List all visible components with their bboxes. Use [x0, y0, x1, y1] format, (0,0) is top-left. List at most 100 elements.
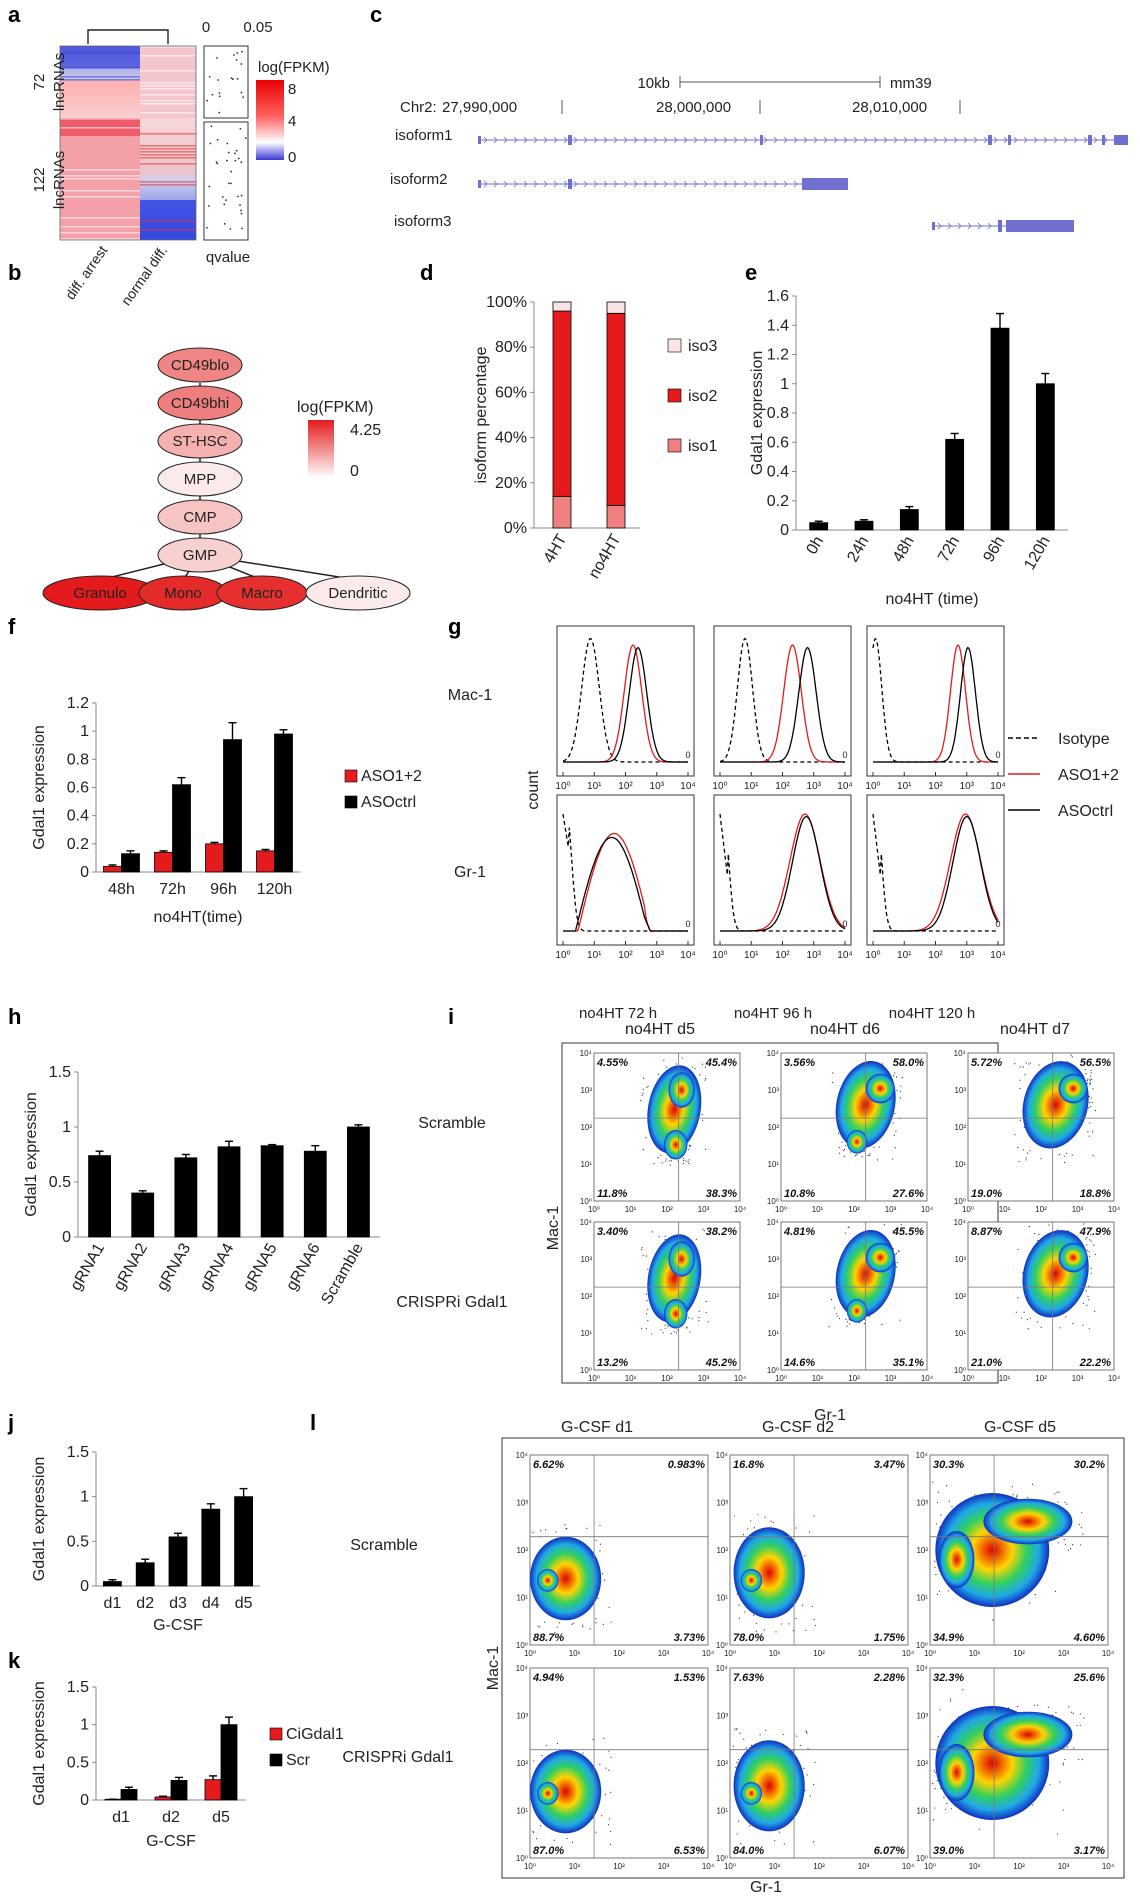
event-dot	[732, 1745, 735, 1747]
event-dot	[775, 1631, 777, 1633]
x-tick-label: 10²	[1035, 1374, 1047, 1383]
x-tick-label: 10¹	[744, 781, 759, 792]
dendrogram	[87, 29, 169, 44]
event-dot	[1038, 1064, 1040, 1066]
x-axis-label: no4HT (time)	[885, 591, 978, 608]
zero-label: 0	[995, 750, 1000, 760]
event-dot	[1048, 1224, 1050, 1226]
event-dot	[735, 1729, 737, 1731]
panel-label-b: b	[8, 260, 21, 285]
event-dot	[1081, 1758, 1083, 1761]
x-tick-label: d3	[169, 1595, 187, 1612]
node-st-hsc: ST-HSC	[157, 423, 243, 459]
event-dot	[564, 1524, 566, 1526]
y-tick-label: 0.6	[767, 434, 789, 451]
heatmap-stripe	[140, 103, 196, 105]
x-tick-label: 10³	[960, 950, 975, 961]
event-dot	[1094, 1253, 1096, 1256]
event-dot	[553, 1839, 555, 1841]
strand-chevron	[703, 136, 708, 144]
node-shape	[157, 423, 243, 459]
strand-chevron	[763, 180, 768, 188]
strand-chevron	[943, 136, 948, 144]
density-blob	[664, 1129, 688, 1160]
event-dot	[863, 1323, 865, 1325]
x-tick-label: 10³	[807, 781, 822, 792]
event-dot	[1029, 1317, 1031, 1319]
event-dot	[814, 1624, 816, 1627]
y-tick-label: 10⁰	[767, 1197, 779, 1206]
event-dot	[896, 1266, 898, 1268]
event-dot	[1033, 1232, 1036, 1235]
event-dot	[876, 1159, 879, 1161]
qvalue-dot	[207, 205, 210, 207]
event-dot	[765, 1729, 767, 1732]
row-name-top: lncRNAs	[51, 53, 68, 111]
density-blob	[865, 1242, 895, 1273]
event-dot	[1025, 1062, 1027, 1064]
node-label: Mono	[164, 585, 202, 602]
event-dot	[642, 1254, 644, 1256]
event-dot	[683, 1162, 685, 1164]
bar	[223, 739, 242, 873]
chromosome-label: Chr2:	[400, 99, 437, 116]
event-dot	[704, 1079, 706, 1081]
strand-chevron	[523, 136, 528, 144]
y-tick-label: 10³	[916, 1499, 928, 1508]
x-axis-label: Gr-1	[814, 1407, 846, 1424]
strand-chevron	[573, 180, 578, 188]
x-tick-label: 10⁴	[1102, 1649, 1115, 1658]
event-dot	[947, 1590, 949, 1592]
y-axis-label: Gdal1 expression	[31, 1681, 48, 1806]
y-tick-label: 10⁰	[916, 1854, 928, 1863]
quadrant-ur: 3.47%	[874, 1459, 905, 1471]
qvalue-axis-label: qvalue	[206, 249, 250, 266]
histogram-frame	[866, 794, 1005, 946]
event-dot	[665, 1158, 667, 1160]
event-dot	[848, 1318, 850, 1321]
qvalue-dot	[217, 79, 220, 81]
y-tick-label: 100%	[486, 294, 527, 311]
event-dot	[1081, 1511, 1083, 1514]
x-tick-label: 10³	[698, 1205, 710, 1214]
qvalue-dot	[206, 226, 208, 229]
y-tick-label: 10³	[954, 1255, 966, 1264]
y-tick-label: 10⁰	[716, 1854, 728, 1863]
heatmap-stripe	[140, 94, 196, 96]
qvalue-dot	[230, 170, 233, 173]
strand-chevron	[653, 136, 658, 144]
event-dot	[932, 1481, 934, 1483]
x-tick-label: 10¹	[969, 1862, 981, 1871]
strand-chevron	[1043, 136, 1048, 144]
x-axis-label: G-CSF	[146, 1833, 196, 1850]
event-dot	[1051, 1714, 1053, 1716]
event-dot	[1086, 1304, 1088, 1306]
x-tick-label: 10¹	[569, 1649, 581, 1658]
x-tick-label: 10⁴	[837, 781, 852, 792]
event-dot	[592, 1738, 594, 1740]
event-dot	[677, 1329, 679, 1331]
x-tick-label: 10⁰	[865, 950, 880, 961]
histogram-curve	[873, 646, 999, 763]
y-tick-label: 1.5	[67, 1679, 89, 1696]
event-dot	[1026, 1496, 1029, 1499]
x-tick-label: d4	[202, 1595, 220, 1612]
x-tick-label: 10⁰	[924, 1649, 936, 1658]
x-tick-label: 10⁰	[865, 781, 880, 792]
histogram-frame	[866, 625, 1005, 777]
event-dot	[828, 1326, 830, 1328]
event-dot	[782, 1733, 784, 1736]
event-dot	[1036, 1704, 1038, 1706]
y-tick-label: 10²	[580, 1292, 592, 1301]
density-blob	[530, 1749, 602, 1834]
x-tick-label: 0h	[804, 534, 828, 558]
strand-chevron	[753, 180, 758, 188]
event-dot	[1082, 1533, 1084, 1535]
qvalue-dot	[221, 196, 224, 198]
quadrant-ll: 10.8%	[784, 1188, 815, 1200]
qvalue-dot	[240, 161, 243, 164]
colorbar-title-b: log(FPKM)	[297, 399, 373, 416]
heatmap-stripe	[140, 82, 196, 84]
